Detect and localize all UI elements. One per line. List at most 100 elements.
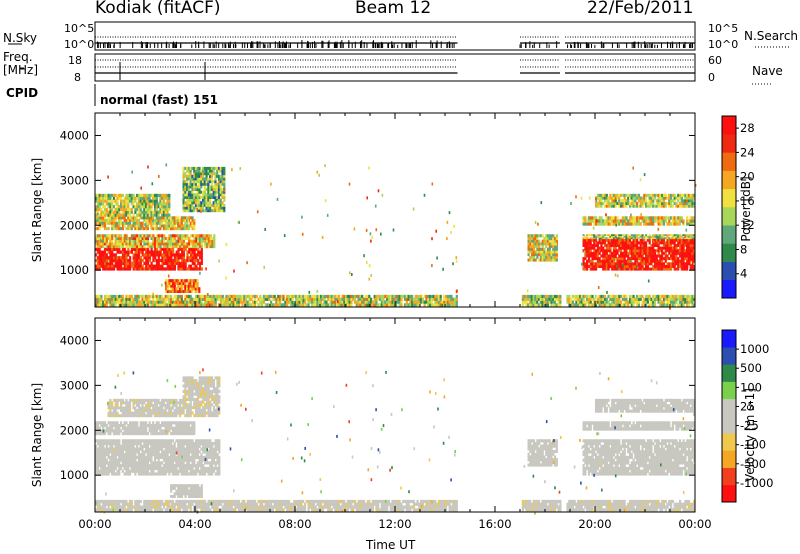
power-cell — [155, 261, 159, 265]
power-cell — [152, 221, 155, 225]
power-cell — [109, 236, 112, 241]
power-cell — [189, 258, 193, 263]
power-cell — [634, 235, 637, 238]
velocity-cell — [112, 469, 116, 473]
power-cell — [602, 219, 605, 223]
power-cell — [616, 238, 619, 242]
power-cell — [178, 221, 182, 225]
power-cell — [266, 294, 269, 299]
power-cell — [555, 297, 558, 301]
power-cell — [152, 303, 155, 307]
power-cell — [652, 219, 655, 223]
velocity-cell — [121, 458, 124, 462]
power-cell — [391, 297, 394, 301]
power-cell — [623, 201, 626, 206]
power-cell — [161, 234, 164, 238]
power-cell — [605, 257, 608, 261]
power-cell — [195, 303, 198, 307]
power-cell — [641, 264, 644, 268]
power-cell — [145, 297, 148, 301]
power-cell — [184, 245, 187, 249]
velocity-cell — [96, 439, 99, 443]
power-cell — [168, 303, 171, 307]
power-cell — [187, 203, 190, 207]
power-cell — [173, 253, 177, 257]
power-cell — [691, 201, 694, 206]
power-cell — [194, 169, 198, 173]
power-cell — [671, 216, 674, 220]
power-cell — [662, 297, 666, 301]
power-region — [165, 279, 201, 294]
power-speck — [622, 264, 624, 268]
power-cell — [121, 250, 125, 254]
power-cell — [409, 303, 412, 307]
power-cell — [150, 264, 153, 268]
power-cell — [587, 222, 591, 226]
power-cell — [591, 297, 594, 301]
power-cell — [212, 209, 215, 213]
power-cell — [145, 236, 148, 241]
power-cell — [139, 294, 142, 299]
power-cell — [602, 196, 605, 200]
power-cell — [170, 247, 173, 251]
power-cell — [219, 166, 222, 170]
power-cell — [139, 256, 142, 260]
power-cell — [595, 241, 598, 245]
power-cell — [168, 250, 171, 254]
power-cell — [666, 249, 669, 253]
power-cell — [217, 182, 221, 186]
power-cell — [166, 294, 169, 299]
power-cell — [612, 237, 616, 240]
power-cell — [611, 257, 614, 261]
power-cell — [602, 254, 605, 258]
power-cell — [541, 234, 544, 238]
power-cell — [689, 241, 692, 245]
power-cell — [187, 169, 190, 173]
power-cell — [523, 297, 526, 301]
power-cell — [210, 169, 213, 173]
power-cell — [657, 193, 660, 197]
power-cell — [689, 251, 692, 255]
power-cell — [212, 300, 216, 304]
power-cell — [198, 193, 201, 197]
power-cell — [194, 287, 197, 291]
power-cell — [111, 256, 114, 260]
power-cell — [187, 287, 190, 291]
power-cell — [162, 303, 166, 307]
power-cell — [589, 297, 592, 301]
power-cell — [657, 219, 660, 223]
velocity-cell — [95, 447, 98, 451]
power-cell — [105, 234, 108, 238]
power-cell — [203, 172, 206, 176]
power-cell — [587, 294, 591, 299]
power-cell — [611, 201, 614, 206]
power-cell — [609, 219, 612, 223]
power-speck — [588, 196, 591, 200]
power-cell — [391, 300, 394, 304]
power-cell — [632, 303, 635, 307]
power-cell — [296, 294, 299, 299]
power-cell — [184, 281, 187, 285]
velocity-cell — [102, 461, 105, 465]
power-cell — [684, 193, 687, 197]
power-cell — [421, 300, 424, 304]
power-cell — [434, 300, 437, 304]
power-cell — [173, 258, 177, 263]
velocity-cell — [141, 444, 144, 448]
power-cell — [682, 201, 685, 206]
power-cell — [671, 297, 674, 301]
power-cell — [657, 238, 660, 242]
power-cell — [636, 267, 639, 271]
power-cell — [345, 297, 348, 301]
power-cell — [194, 172, 198, 176]
power-cell — [587, 264, 591, 268]
velocity-cell — [123, 439, 126, 443]
power-cell — [689, 234, 692, 237]
power-cell — [155, 239, 159, 243]
power-cell — [193, 209, 196, 213]
power-cell — [200, 297, 203, 301]
power-cell — [202, 294, 205, 299]
power-cell — [532, 245, 535, 249]
power-cell — [596, 219, 599, 223]
power-cell — [609, 259, 612, 263]
